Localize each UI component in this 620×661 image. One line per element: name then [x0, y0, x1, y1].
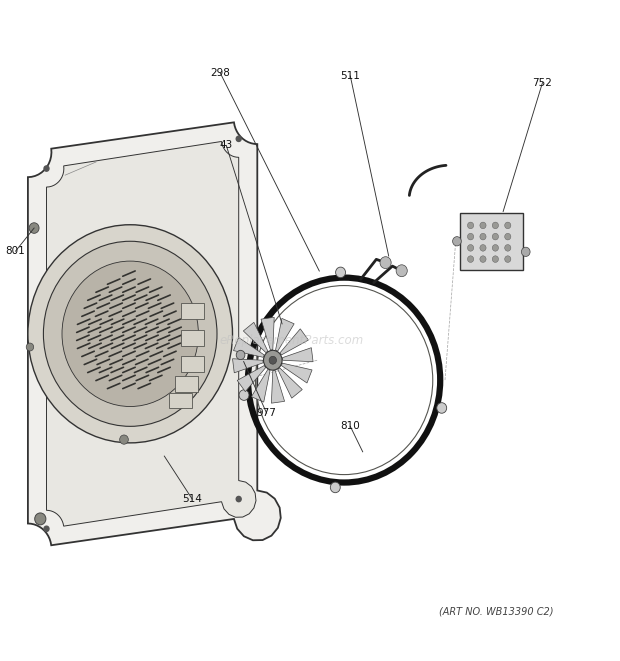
Circle shape: [28, 225, 233, 443]
Circle shape: [236, 136, 241, 141]
Text: eReplacementParts.com: eReplacementParts.com: [219, 334, 363, 347]
Circle shape: [236, 496, 241, 502]
Circle shape: [467, 233, 474, 240]
Text: 801: 801: [6, 246, 25, 256]
Circle shape: [44, 166, 49, 171]
Polygon shape: [275, 319, 294, 351]
FancyBboxPatch shape: [175, 376, 198, 392]
Circle shape: [380, 256, 391, 268]
Circle shape: [505, 233, 511, 240]
Circle shape: [236, 350, 245, 360]
Circle shape: [264, 350, 282, 370]
Polygon shape: [28, 122, 281, 545]
FancyBboxPatch shape: [181, 356, 205, 372]
Polygon shape: [243, 323, 268, 352]
Circle shape: [396, 265, 407, 277]
Text: 514: 514: [182, 494, 202, 504]
Polygon shape: [278, 368, 303, 398]
Polygon shape: [283, 348, 313, 362]
Circle shape: [492, 245, 498, 251]
FancyBboxPatch shape: [181, 303, 205, 319]
FancyBboxPatch shape: [181, 330, 205, 346]
Circle shape: [269, 356, 277, 364]
Circle shape: [436, 403, 446, 413]
Circle shape: [26, 343, 33, 351]
Text: 298: 298: [210, 67, 230, 78]
Circle shape: [492, 256, 498, 262]
Circle shape: [492, 233, 498, 240]
Circle shape: [120, 435, 128, 444]
Polygon shape: [280, 329, 308, 355]
Circle shape: [467, 222, 474, 229]
Text: 977: 977: [257, 408, 277, 418]
Circle shape: [505, 222, 511, 229]
Text: (ART NO. WB13390 C2): (ART NO. WB13390 C2): [439, 606, 553, 617]
Polygon shape: [234, 338, 264, 358]
Text: 810: 810: [340, 421, 360, 432]
Polygon shape: [46, 141, 256, 526]
Circle shape: [453, 237, 461, 246]
Text: 752: 752: [533, 77, 552, 88]
Circle shape: [505, 245, 511, 251]
Circle shape: [480, 222, 486, 229]
Circle shape: [480, 245, 486, 251]
Text: 511: 511: [340, 71, 360, 81]
Circle shape: [62, 261, 198, 407]
Polygon shape: [261, 317, 274, 350]
Circle shape: [467, 245, 474, 251]
Circle shape: [505, 256, 511, 262]
Circle shape: [43, 241, 217, 426]
Circle shape: [239, 390, 249, 401]
Circle shape: [480, 233, 486, 240]
Polygon shape: [237, 366, 265, 392]
Circle shape: [492, 222, 498, 229]
Circle shape: [330, 482, 340, 492]
Circle shape: [521, 247, 530, 256]
Circle shape: [480, 256, 486, 262]
Circle shape: [467, 256, 474, 262]
Circle shape: [35, 513, 46, 525]
Polygon shape: [232, 359, 263, 373]
FancyBboxPatch shape: [169, 393, 192, 408]
Polygon shape: [272, 371, 285, 403]
FancyBboxPatch shape: [460, 213, 523, 270]
Circle shape: [335, 267, 345, 278]
Circle shape: [29, 223, 39, 233]
Circle shape: [44, 526, 49, 531]
Polygon shape: [252, 369, 270, 402]
Polygon shape: [281, 363, 312, 383]
Text: 43: 43: [219, 140, 233, 151]
